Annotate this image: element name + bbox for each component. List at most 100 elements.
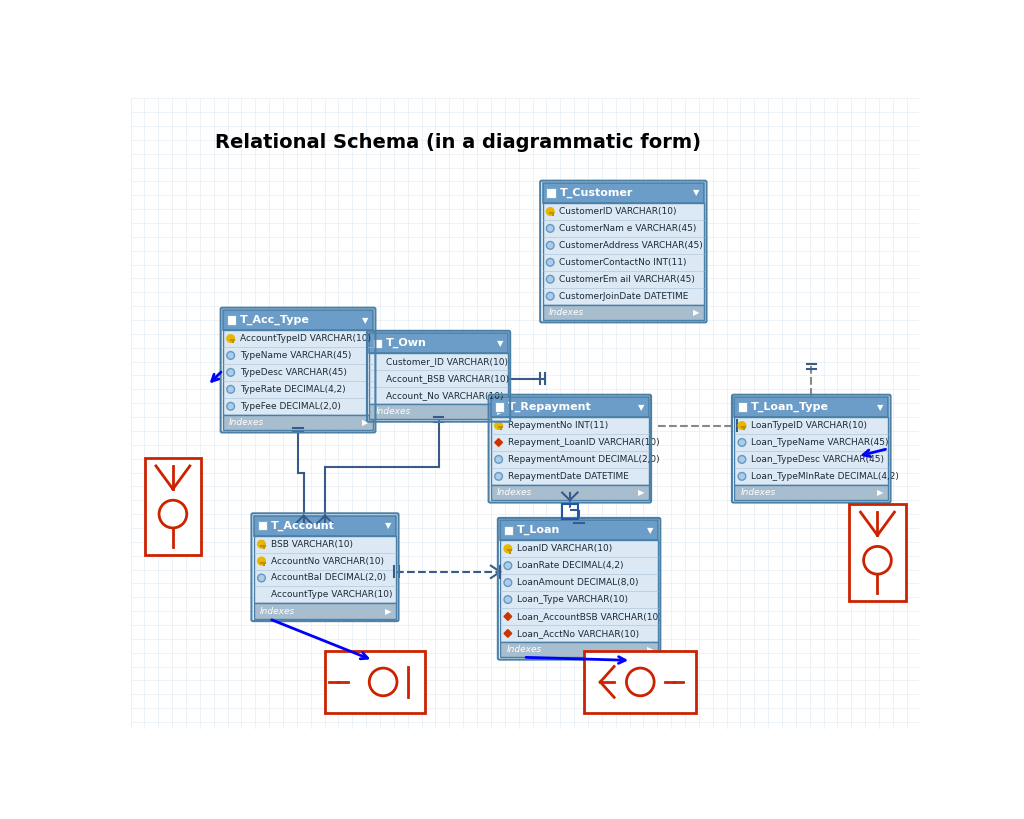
Circle shape bbox=[547, 208, 554, 215]
Text: T_Acc_Type: T_Acc_Type bbox=[240, 315, 310, 325]
Text: Loan_TypeMInRate DECIMAL(4,2): Loan_TypeMInRate DECIMAL(4,2) bbox=[752, 472, 899, 481]
Text: Loan_TypeName VARCHAR(45): Loan_TypeName VARCHAR(45) bbox=[752, 438, 889, 447]
Bar bbox=[562, 504, 578, 519]
Text: CustomerNam e VARCHAR(45): CustomerNam e VARCHAR(45) bbox=[559, 224, 696, 233]
Bar bbox=[500, 520, 658, 541]
Text: Indexes: Indexes bbox=[740, 488, 775, 497]
Bar bbox=[504, 526, 513, 535]
Bar bbox=[849, 505, 906, 600]
Bar bbox=[543, 183, 705, 203]
Bar bbox=[254, 604, 396, 619]
Bar bbox=[226, 315, 237, 324]
Text: Repayment_LoanID VARCHAR(10): Repayment_LoanID VARCHAR(10) bbox=[508, 438, 659, 447]
Text: Indexes: Indexes bbox=[376, 407, 411, 416]
Text: Account_BSB VARCHAR(10): Account_BSB VARCHAR(10) bbox=[386, 374, 509, 383]
Text: ▼: ▼ bbox=[878, 403, 884, 412]
Circle shape bbox=[504, 545, 512, 553]
Bar bbox=[254, 516, 396, 536]
Text: AccountNo VARCHAR(10): AccountNo VARCHAR(10) bbox=[270, 557, 384, 566]
Circle shape bbox=[738, 455, 745, 464]
Text: ▶: ▶ bbox=[497, 407, 503, 416]
Text: ▼: ▼ bbox=[638, 403, 644, 412]
Text: T_Loan_Type: T_Loan_Type bbox=[752, 402, 829, 412]
Bar bbox=[223, 414, 373, 430]
Text: CustomerContactNo INT(11): CustomerContactNo INT(11) bbox=[559, 258, 687, 267]
Text: TypeDesc VARCHAR(45): TypeDesc VARCHAR(45) bbox=[240, 368, 347, 377]
Circle shape bbox=[226, 335, 234, 342]
Text: Indexes: Indexes bbox=[497, 488, 532, 497]
Bar bbox=[258, 521, 267, 530]
Text: Customer_ID VARCHAR(10): Customer_ID VARCHAR(10) bbox=[386, 357, 508, 366]
Bar bbox=[373, 338, 382, 348]
Polygon shape bbox=[495, 439, 503, 446]
Text: Loan_AccountBSB VARCHAR(10): Loan_AccountBSB VARCHAR(10) bbox=[517, 612, 662, 621]
Text: ▶: ▶ bbox=[647, 645, 653, 654]
Bar bbox=[223, 330, 373, 414]
Circle shape bbox=[495, 473, 503, 480]
Bar bbox=[495, 402, 504, 412]
Bar bbox=[223, 310, 373, 330]
Bar bbox=[500, 642, 658, 658]
Text: Loan_AcctNo VARCHAR(10): Loan_AcctNo VARCHAR(10) bbox=[517, 629, 639, 638]
Bar bbox=[490, 417, 649, 485]
Bar bbox=[370, 333, 508, 353]
Circle shape bbox=[226, 369, 234, 376]
Bar bbox=[490, 397, 649, 417]
Circle shape bbox=[547, 292, 554, 300]
Text: ▼: ▼ bbox=[693, 188, 699, 197]
Text: TypeName VARCHAR(45): TypeName VARCHAR(45) bbox=[240, 351, 351, 360]
Text: RepaymentAmount DECIMAL(2,0): RepaymentAmount DECIMAL(2,0) bbox=[508, 455, 659, 464]
Circle shape bbox=[863, 546, 891, 574]
Circle shape bbox=[159, 500, 186, 528]
Circle shape bbox=[738, 439, 745, 446]
Text: Indexes: Indexes bbox=[229, 418, 264, 427]
Text: ▶: ▶ bbox=[362, 418, 369, 427]
Text: TypeFee DECIMAL(2,0): TypeFee DECIMAL(2,0) bbox=[240, 402, 341, 411]
Circle shape bbox=[258, 574, 265, 581]
Text: Indexes: Indexes bbox=[260, 607, 295, 616]
Circle shape bbox=[547, 275, 554, 283]
Text: T_Repayment: T_Repayment bbox=[508, 402, 592, 412]
Circle shape bbox=[370, 668, 397, 696]
Text: ▶: ▶ bbox=[693, 308, 699, 317]
Bar bbox=[734, 485, 888, 500]
Text: CustomerID VARCHAR(10): CustomerID VARCHAR(10) bbox=[559, 207, 677, 216]
Bar bbox=[370, 353, 508, 404]
Circle shape bbox=[504, 579, 512, 586]
Text: LoanTypeID VARCHAR(10): LoanTypeID VARCHAR(10) bbox=[752, 421, 867, 430]
Text: AccountType VARCHAR(10): AccountType VARCHAR(10) bbox=[270, 590, 392, 600]
Text: T_Loan: T_Loan bbox=[517, 525, 560, 536]
Circle shape bbox=[258, 557, 265, 565]
Bar bbox=[490, 485, 649, 500]
Polygon shape bbox=[504, 630, 512, 637]
Text: TypeRate DECIMAL(4,2): TypeRate DECIMAL(4,2) bbox=[240, 385, 345, 394]
Bar bbox=[254, 536, 396, 604]
Bar bbox=[543, 203, 705, 305]
Bar bbox=[585, 651, 696, 713]
Bar bbox=[145, 459, 201, 554]
Text: ▼: ▼ bbox=[647, 526, 653, 535]
Text: ▼: ▼ bbox=[497, 338, 503, 347]
Bar bbox=[500, 541, 658, 642]
Circle shape bbox=[738, 473, 745, 480]
Text: RepaymentNo INT(11): RepaymentNo INT(11) bbox=[508, 421, 608, 430]
Circle shape bbox=[495, 422, 503, 429]
Circle shape bbox=[226, 402, 234, 410]
Circle shape bbox=[495, 455, 503, 464]
Text: ▶: ▶ bbox=[878, 488, 884, 497]
Text: Loan_Type VARCHAR(10): Loan_Type VARCHAR(10) bbox=[517, 595, 628, 604]
Bar bbox=[734, 397, 888, 417]
Text: RepaymentDate DATETIME: RepaymentDate DATETIME bbox=[508, 472, 629, 481]
Text: T_Customer: T_Customer bbox=[559, 188, 633, 198]
Text: ▼: ▼ bbox=[362, 315, 369, 324]
Text: Relational Schema (in a diagrammatic form): Relational Schema (in a diagrammatic for… bbox=[215, 133, 701, 152]
Bar bbox=[738, 402, 748, 412]
Circle shape bbox=[627, 668, 654, 696]
Bar bbox=[734, 417, 888, 485]
Circle shape bbox=[738, 422, 745, 429]
Bar bbox=[326, 651, 425, 713]
Bar bbox=[543, 305, 705, 320]
Text: CustomerAddress VARCHAR(45): CustomerAddress VARCHAR(45) bbox=[559, 241, 703, 250]
Text: LoanAmount DECIMAL(8,0): LoanAmount DECIMAL(8,0) bbox=[517, 578, 639, 587]
Bar bbox=[547, 188, 556, 197]
